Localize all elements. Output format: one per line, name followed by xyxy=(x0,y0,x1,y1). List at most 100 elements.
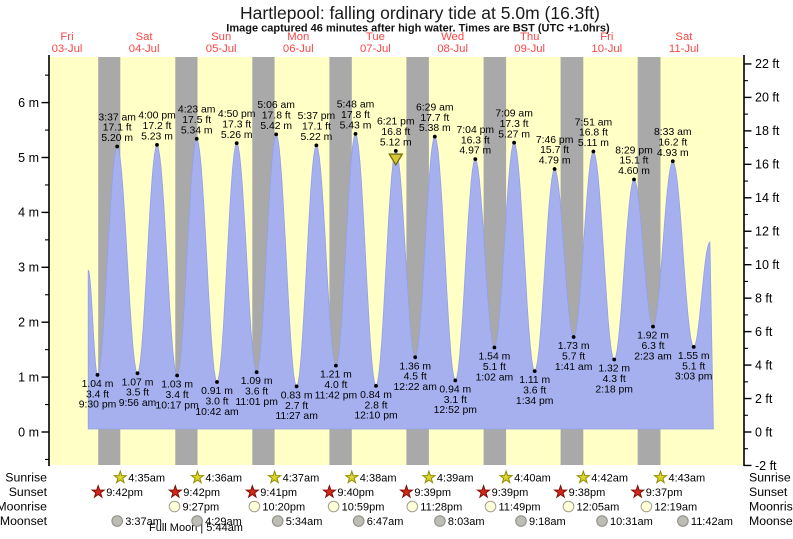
low-tide-annotation: 9:56 am xyxy=(119,398,157,409)
day-label-dow: Sat xyxy=(136,31,154,43)
tide-point-dot xyxy=(453,378,458,383)
sunset-icon xyxy=(630,484,646,499)
tide-point-dot xyxy=(175,373,180,378)
moonset-icon xyxy=(271,515,284,527)
row-label-sunset-right: Sunset xyxy=(749,485,788,499)
low-tide-annotation: 1.54 m xyxy=(479,352,511,363)
tide-point-dot xyxy=(571,335,576,339)
high-tide-annotation: 4.93 m xyxy=(657,148,689,159)
tide-point-dot xyxy=(334,363,338,368)
sunrise-time-label: 4:40am xyxy=(514,473,551,485)
high-tide-annotation: 7:51 am xyxy=(575,117,613,128)
sunrise-icon xyxy=(267,469,283,484)
low-tide-annotation: 12:10 pm xyxy=(354,411,397,422)
axis-right-label: 18 ft xyxy=(755,124,780,138)
moonrise-icon xyxy=(406,500,419,513)
row-label-moonrise-left: Moonrise xyxy=(0,500,47,514)
axis-right-label: 0 ft xyxy=(755,425,773,439)
chart-title: Hartlepool: falling ordinary tide at 5.0… xyxy=(240,3,600,23)
moonrise-icon xyxy=(562,500,575,513)
high-tide-annotation: 4:23 am xyxy=(178,105,216,116)
sunset-icon xyxy=(399,484,414,499)
low-tide-annotation: 0.91 m xyxy=(201,386,233,397)
high-tide-annotation: 5.22 m xyxy=(301,132,333,143)
low-tide-annotation: 3.5 ft xyxy=(126,388,149,399)
axis-left-label: 2 m xyxy=(18,316,39,330)
moonset-time-label: 5:34am xyxy=(286,516,323,528)
axis-right-label: -2 ft xyxy=(755,459,777,473)
row-label-sunrise-left: Sunrise xyxy=(5,471,47,485)
moonset-icon xyxy=(677,515,689,527)
moonset-time-label: 6:47am xyxy=(367,516,404,528)
tide-point-dot xyxy=(512,140,516,145)
tide-point-dot xyxy=(215,380,219,384)
full-moon-note: Full Moon | 5:44am xyxy=(149,522,243,534)
moonset-time-label: 8:03am xyxy=(448,516,485,528)
high-tide-annotation: 6:21 pm xyxy=(377,117,415,128)
day-label-date: 11-Jul xyxy=(669,43,699,55)
moonrise-icon xyxy=(640,500,653,513)
high-tide-annotation: 16.8 ft xyxy=(381,127,410,138)
day-label-date: 09-Jul xyxy=(514,43,545,55)
current-time-marker xyxy=(388,153,404,167)
sunset-icon xyxy=(321,484,337,499)
low-tide-annotation: 10:42 am xyxy=(195,407,238,418)
row-label-moonset-left: Moonset xyxy=(0,514,48,528)
axis-left-label: 0 m xyxy=(18,425,39,439)
low-tide-annotation: 1.03 m xyxy=(161,380,193,391)
high-tide-annotation: 15.1 ft xyxy=(620,156,649,167)
sunset-time-label: 9:37pm xyxy=(646,487,683,499)
low-tide-annotation: 9:30 pm xyxy=(79,400,117,411)
high-tide-annotation: 8:33 am xyxy=(654,127,692,138)
tide-point-dot xyxy=(135,371,140,376)
moonrise-icon xyxy=(248,500,261,513)
moonset-icon xyxy=(434,515,446,527)
day-label-date: 03-Jul xyxy=(52,43,83,55)
high-tide-annotation: 17.8 ft xyxy=(341,110,370,121)
high-tide-annotation: 6:29 am xyxy=(416,102,454,113)
moonset-time-label: 9:18am xyxy=(529,516,566,528)
row-label-moonrise-right: Moonrise xyxy=(749,500,793,514)
axis-left-label: 4 m xyxy=(18,206,39,220)
sunset-icon xyxy=(553,484,569,499)
axis-right-label: 6 ft xyxy=(755,325,773,339)
high-tide-annotation: 5.11 m xyxy=(578,138,609,149)
low-tide-annotation: 11:27 am xyxy=(275,411,318,422)
day-label-dow: Tue xyxy=(366,31,385,43)
high-tide-annotation: 17.1 ft xyxy=(103,123,132,134)
high-tide-annotation: 16.2 ft xyxy=(658,138,687,149)
day-label-dow: Wed xyxy=(441,31,464,43)
tide-point-dot xyxy=(294,384,299,389)
tide-point-dot xyxy=(492,345,497,350)
axis-right-label: 8 ft xyxy=(755,292,773,306)
moonset-icon xyxy=(111,515,123,527)
high-tide-annotation: 7:09 am xyxy=(495,109,533,120)
high-tide-annotation: 17.1 ft xyxy=(302,122,331,133)
sunrise-icon xyxy=(575,469,591,484)
low-tide-annotation: 1:34 pm xyxy=(516,396,554,407)
sunrise-time-label: 4:36am xyxy=(205,473,242,485)
low-tide-annotation: 1.32 m xyxy=(598,364,630,375)
sunset-icon xyxy=(167,484,183,499)
moonrise-time-label: 12:19am xyxy=(654,502,697,514)
day-label-dow: Sun xyxy=(211,31,231,43)
sunset-time-label: 9:42pm xyxy=(106,487,143,499)
tide-point-dot xyxy=(651,324,655,329)
low-tide-annotation: 1.11 m xyxy=(519,375,550,386)
axis-right-label: 22 ft xyxy=(755,57,780,71)
high-tide-annotation: 15.7 ft xyxy=(540,145,569,156)
tide-point-dot xyxy=(155,143,159,147)
high-tide-annotation: 16.3 ft xyxy=(461,135,490,146)
moonset-time-label: 4:29am xyxy=(205,516,242,528)
tide-point-dot xyxy=(115,144,120,149)
high-tide-annotation: 4.79 m xyxy=(539,156,571,167)
moonrise-time-label: 10:20pm xyxy=(262,502,305,514)
high-tide-annotation: 7:46 pm xyxy=(536,135,574,146)
moonset-icon xyxy=(596,515,608,527)
moonset-time-label: 3:37am xyxy=(125,516,162,528)
low-tide-annotation: 3.0 ft xyxy=(205,396,228,407)
sunrise-icon xyxy=(421,469,437,484)
day-label-dow: Fri xyxy=(600,31,613,43)
